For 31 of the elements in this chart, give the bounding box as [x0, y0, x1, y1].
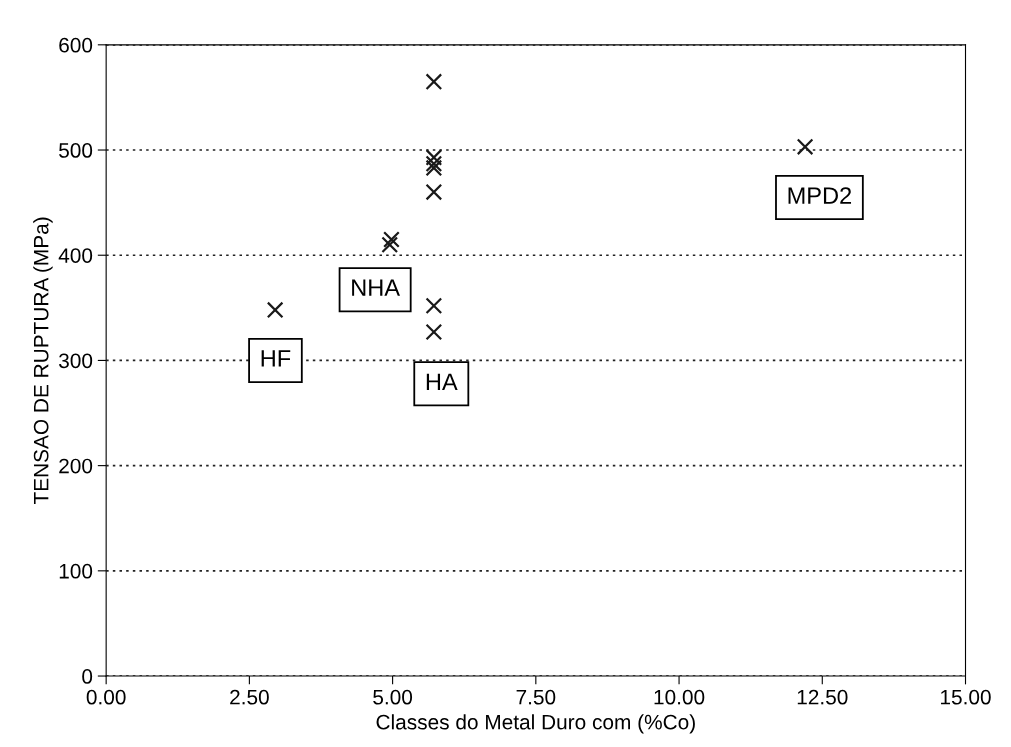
annotation: MPD2 — [788, 187, 852, 204]
point — [425, 297, 443, 315]
y-tick-label: 400 — [58, 248, 93, 263]
x-tick-label: 7.50 — [516, 689, 556, 705]
point — [425, 155, 443, 173]
point — [381, 236, 399, 254]
x-tick-label: 12.50 — [797, 689, 848, 705]
point — [383, 231, 400, 248]
y-tick-label: 500 — [59, 143, 93, 158]
y-axis-title: TENSAO DE RUPTURA (MPa) — [33, 217, 53, 505]
point — [425, 323, 443, 341]
x-tick-label: 10.00 — [654, 689, 705, 705]
x-axis-title: Classes do Metal Duro com (%Co) — [376, 714, 695, 734]
x-tick-label: 5.00 — [373, 689, 413, 705]
point — [266, 301, 284, 319]
x-tick-label: 0.00 — [86, 689, 126, 705]
point — [796, 138, 814, 156]
y-tick-label: 200 — [59, 458, 93, 474]
point — [425, 73, 443, 91]
annotation: NHA — [352, 279, 401, 296]
x-tick-label: 2.50 — [230, 689, 269, 705]
annotation: HA — [426, 373, 458, 390]
point — [425, 159, 443, 177]
y-tick-label: 300 — [59, 353, 93, 369]
y-tick-label: 600 — [59, 37, 93, 53]
point — [425, 148, 443, 166]
annotation: HF — [261, 350, 291, 367]
point — [425, 183, 443, 201]
y-tick-label: 0 — [82, 669, 93, 684]
x-tick-label: 15.00 — [941, 689, 991, 705]
y-tick-label: 100 — [59, 563, 93, 579]
